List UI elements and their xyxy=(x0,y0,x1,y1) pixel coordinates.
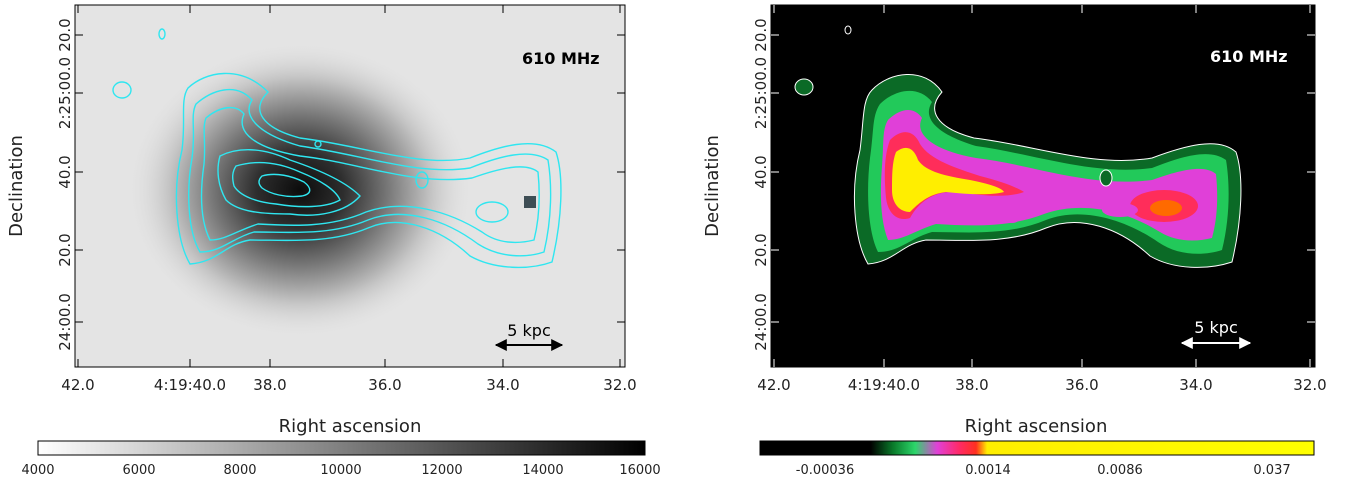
colorbar-tick-label: 16000 xyxy=(619,463,660,478)
ra-tick-label: 42.0 xyxy=(757,376,790,394)
emission-yellow-core xyxy=(892,147,1004,212)
dec-tick-label: 20.0 xyxy=(752,233,770,266)
ra-tick-label: 4:19:40.0 xyxy=(154,376,226,394)
greyscale-colorbar xyxy=(37,440,646,456)
dec-tick-label: 24:00.0 xyxy=(56,293,74,351)
radio-contours xyxy=(112,28,562,269)
ra-tick-label: 42.0 xyxy=(61,376,94,394)
contour-2 xyxy=(188,88,552,257)
dec-tick-label: 2:25:00.0 xyxy=(752,57,770,129)
ra-tick-label: 32.0 xyxy=(603,376,636,394)
ra-tick-label: 34.0 xyxy=(486,376,519,394)
contour-isolated-north xyxy=(158,28,166,40)
bright-pixel xyxy=(524,196,536,208)
contour-3 xyxy=(200,107,540,244)
colorbar-tick-label: 0.0014 xyxy=(965,463,1011,478)
ra-tick-label: 34.0 xyxy=(1179,376,1212,394)
dec-tick-label: 2:25:00.0 xyxy=(56,57,74,129)
contour-isolated-west xyxy=(112,81,132,99)
emission-east-bridge xyxy=(1102,203,1138,217)
ra-tick-label: 38.0 xyxy=(955,376,988,394)
y-axis-label: Declination xyxy=(6,135,27,237)
contour-4 xyxy=(217,149,361,216)
frequency-label: 610 MHz xyxy=(522,49,600,68)
colorbar-tick-label: 8000 xyxy=(223,463,256,478)
radio-emission xyxy=(794,25,1242,268)
emission-mid-knot xyxy=(1002,205,1022,223)
emission-isolated-west xyxy=(794,78,814,96)
emission-isolated-mid xyxy=(1099,169,1113,187)
optical-frame-border xyxy=(74,4,626,368)
optical-panel: 610 MHz 5 kpc 42.0 4:19:40.0 38.0 36.0 3… xyxy=(0,0,674,485)
contour-6 xyxy=(258,173,311,198)
ra-tick-label: 32.0 xyxy=(1293,376,1326,394)
ra-tick-label: 38.0 xyxy=(253,376,286,394)
colorbar-tick-label: 6000 xyxy=(122,463,155,478)
x-axis-label: Right ascension xyxy=(965,416,1108,437)
colorbar-tick-label: 14000 xyxy=(522,463,563,478)
colorbar-tick-label: 10000 xyxy=(320,463,361,478)
radio-figure: 610 MHz 5 kpc 42.0 4:19:40.0 38.0 36.0 3… xyxy=(702,4,1327,478)
dec-tick-label: 40.0 xyxy=(56,155,74,188)
contour-isolated-mid xyxy=(415,171,429,189)
frequency-label: 610 MHz xyxy=(1210,47,1288,66)
contour-small-knot xyxy=(314,140,322,148)
radio-panel: 610 MHz 5 kpc 42.0 4:19:40.0 38.0 36.0 3… xyxy=(674,0,1348,485)
emission-east-hotspot xyxy=(1150,200,1182,216)
dec-tick-label: 20.0 xyxy=(752,18,770,51)
emission-isolated-north xyxy=(844,25,852,35)
ra-tick-label: 4:19:40.0 xyxy=(848,376,920,394)
scale-bar-label: 5 kpc xyxy=(507,321,550,340)
optical-figure: 610 MHz 5 kpc 42.0 4:19:40.0 38.0 36.0 3… xyxy=(6,4,661,478)
dec-tick-label: 20.0 xyxy=(56,18,74,51)
dec-tick-label: 20.0 xyxy=(56,233,74,266)
contour-east-knot xyxy=(475,201,509,223)
colorbar-tick-label: -0.00036 xyxy=(796,463,854,478)
colorbar-tick-label: 0.037 xyxy=(1253,463,1290,478)
contour-1 xyxy=(175,72,562,269)
contour-5 xyxy=(231,161,341,208)
ra-tick-label: 36.0 xyxy=(368,376,401,394)
colorbar-tick-label: 0.0086 xyxy=(1097,463,1143,478)
colorbar-tick-label: 4000 xyxy=(21,463,54,478)
radio-tick-marks xyxy=(771,5,1315,367)
scale-bar-label: 5 kpc xyxy=(1194,318,1237,337)
galaxy-emission xyxy=(125,40,475,340)
colour-colorbar xyxy=(759,440,1315,456)
ra-tick-label: 36.0 xyxy=(1065,376,1098,394)
y-axis-label: Declination xyxy=(702,135,723,237)
dec-tick-label: 24:00.0 xyxy=(752,293,770,351)
radio-frame-border xyxy=(770,4,1316,368)
colorbar-tick-label: 12000 xyxy=(421,463,462,478)
dec-tick-label: 40.0 xyxy=(752,155,770,188)
optical-tick-marks xyxy=(75,5,625,367)
x-axis-label: Right ascension xyxy=(279,416,422,437)
